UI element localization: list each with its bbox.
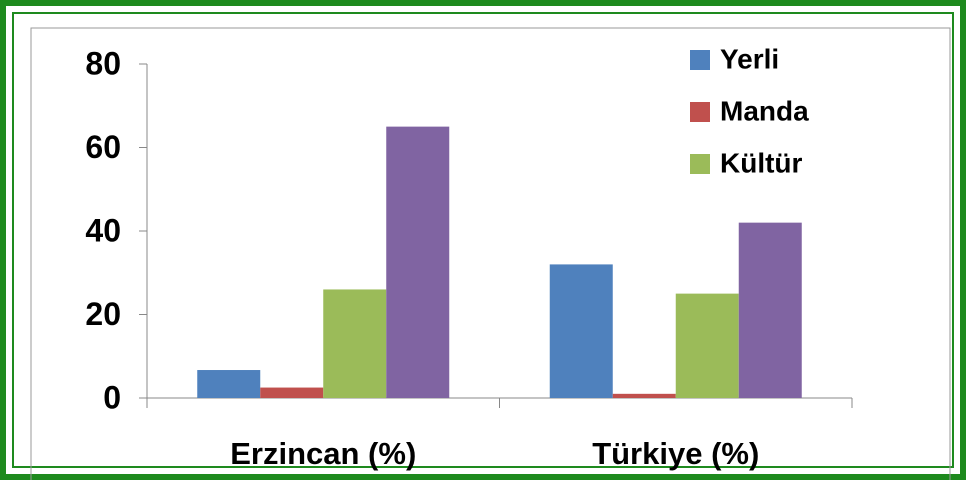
bar — [675, 293, 739, 398]
legend-swatch — [690, 102, 710, 122]
bar — [197, 370, 261, 398]
y-tick-label: 80 — [85, 45, 121, 81]
bar — [738, 222, 802, 398]
bar — [323, 289, 387, 398]
bar — [260, 387, 324, 398]
bar — [549, 264, 613, 398]
legend-label: Manda — [720, 95, 809, 126]
plot-border — [30, 27, 951, 480]
x-tick-label: Türkiye (%) — [592, 436, 759, 471]
y-tick-label: 60 — [85, 129, 121, 165]
frame-inner — [12, 12, 954, 468]
x-tick-label: Erzincan (%) — [230, 436, 416, 471]
legend-label: Kültür — [720, 147, 803, 178]
y-tick-label: 40 — [85, 212, 121, 248]
legend-swatch — [690, 154, 710, 174]
bar — [386, 126, 450, 398]
legend-swatch — [690, 50, 710, 70]
legend-label: Yerli — [720, 43, 779, 74]
bar — [612, 393, 676, 398]
y-tick-label: 0 — [103, 379, 121, 415]
y-tick-label: 20 — [85, 296, 121, 332]
